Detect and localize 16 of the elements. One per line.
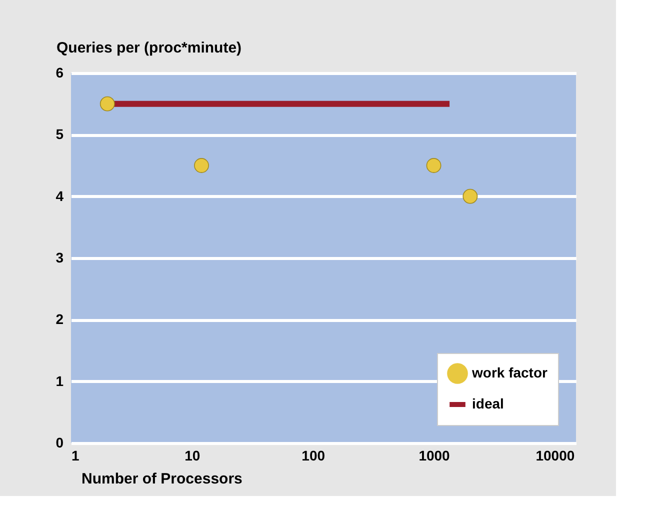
y-tick-label: 2 [56, 311, 64, 328]
x-tick-label: 10 [184, 448, 200, 464]
y-tick-label: 3 [56, 250, 64, 266]
x-tick-label: 100 [302, 448, 326, 464]
y-tick-label: 5 [56, 126, 64, 142]
legend-label: work factor [471, 364, 548, 380]
x-tick-label: 10000 [536, 448, 575, 464]
x-tick-label: 1000 [418, 448, 450, 464]
y-tick-label: 0 [56, 434, 64, 450]
y-tick-label: 6 [56, 64, 64, 80]
x-axis-title: Number of Processors [82, 470, 242, 488]
y-tick-label: 1 [56, 372, 64, 389]
legend-label: ideal [472, 396, 504, 412]
x-tick-label: 1 [72, 448, 80, 464]
y-axis-title: Queries per (proc*minute) [56, 40, 242, 56]
y-tick-label: 4 [56, 188, 64, 204]
